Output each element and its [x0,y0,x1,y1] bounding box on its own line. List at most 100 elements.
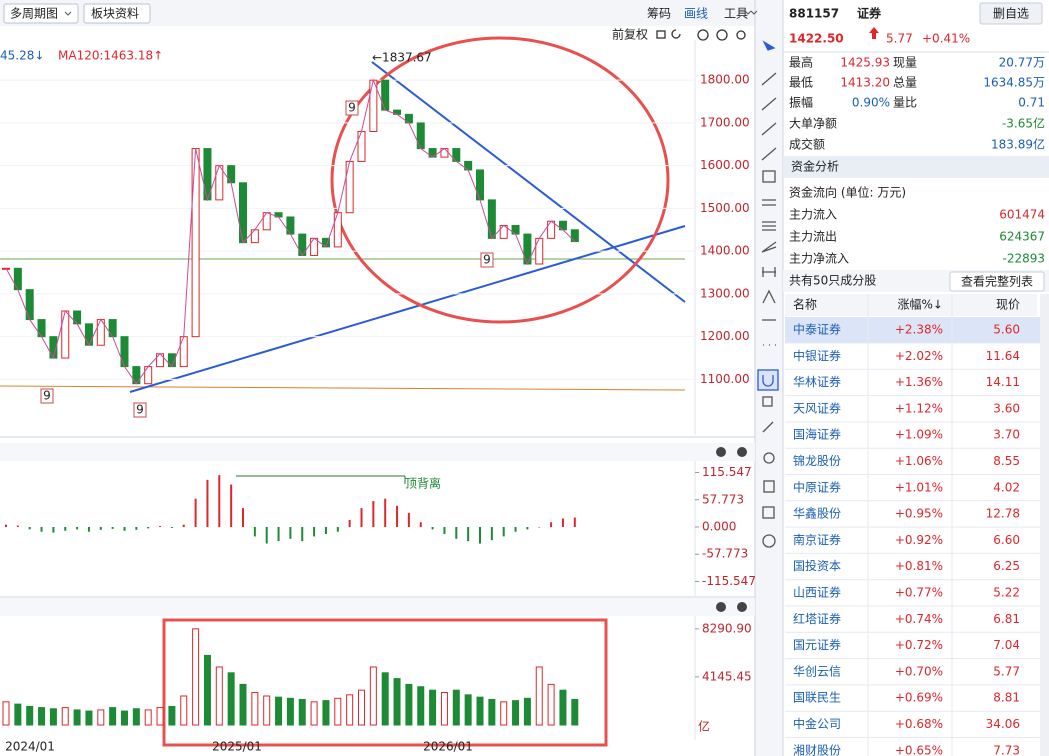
volume-bar [109,707,117,726]
stock-name[interactable]: 华创云信 [793,664,841,678]
close-line [5,78,576,385]
td-box [345,100,359,116]
candle [547,220,556,239]
volume-bar [500,701,508,726]
macd-bar [64,527,67,531]
selected-row[interactable] [785,317,1040,343]
y-tick-label: 0.000 [702,520,736,534]
td-box [40,388,54,404]
turnover-value: 183.89亿 [991,137,1045,152]
candle [179,336,188,368]
stock-name[interactable]: 红塔证券 [793,611,841,626]
stock-name[interactable]: 华林证券 [793,374,841,389]
panel-icons[interactable] [716,447,747,612]
stock-name[interactable]: 南京证券 [793,532,841,547]
y-tick-label: 1600.00 [700,158,750,172]
candle [381,79,390,111]
stock-name[interactable]: 中金公司 [793,716,841,731]
macd-bar [467,527,470,542]
chips-tab[interactable]: 筹码 [647,7,671,21]
stat-label: 量比 [893,96,917,110]
stat-label: 振幅 [789,95,813,110]
macd-bar [16,525,19,527]
macd-bar [443,527,446,535]
stock-name[interactable]: 中银证券 [793,348,841,363]
candle [357,130,366,162]
macd-bar [561,518,564,527]
volume-bar [310,701,318,726]
trend-line [129,225,686,393]
volume-bar [73,709,81,726]
stock-name[interactable]: 天风证券 [793,400,841,415]
y-tick-label: 1500.00 [700,201,750,215]
stock-change: +1.06% [895,454,943,468]
volume-bar [464,694,472,726]
volume-unit: 亿 [698,719,710,734]
volume-bar [452,689,460,726]
sector-button-text[interactable]: 板块资料 [91,7,139,21]
sector-code: 881157 [789,7,839,21]
constituent-count: 共有50只成分股 [789,274,876,288]
macd-bar [135,527,138,530]
section-title: 资金分析 [791,159,839,174]
stock-price: 7.04 [993,638,1020,652]
volume-bar [535,666,543,726]
dropdown-icon[interactable] [64,11,72,16]
macd-bar [194,498,197,527]
full-list-text[interactable]: 查看完整列表 [961,274,1033,289]
table-header [785,294,1037,316]
td-mark: 9 [43,389,51,403]
chart-icons[interactable] [656,29,746,41]
more-icon[interactable] [744,10,758,15]
draw-tools[interactable] [757,40,779,548]
stock-price: 4.02 [993,480,1020,494]
stock-price: 6.81 [993,612,1020,626]
stock-name[interactable]: 国海证券 [793,427,841,442]
stat-label: 总量 [893,76,917,90]
stock-change: +1.36% [895,375,943,389]
adjust-label[interactable]: 前复权 [612,27,648,42]
macd-bar [514,527,517,532]
candle [25,289,34,321]
volume-bar [121,710,128,726]
full-list-button[interactable] [949,271,1045,292]
remove-favorite-text[interactable]: 删自选 [993,7,1029,21]
stock-name[interactable]: 中泰证券 [793,322,841,337]
scrollbar[interactable] [1040,294,1049,756]
candle [416,122,425,150]
stock-name[interactable]: 湘财股份 [793,742,841,756]
stock-price: 12.78 [986,507,1020,521]
period-button-text[interactable]: 多周期图 [10,7,58,21]
volume-bar [227,672,235,726]
ma-line [0,385,686,391]
candle [37,319,46,338]
macd-bar [384,498,387,527]
fund-subtitle: 资金流向 (单位: 万元) [789,185,906,200]
stock-name[interactable]: 山西证券 [793,585,841,600]
volume-bar [512,700,520,726]
stock-name[interactable]: 国元证券 [793,637,841,652]
period-button[interactable] [3,3,79,24]
stock-name[interactable]: 国投资本 [793,558,841,573]
volume-bar [369,666,377,726]
sector-button[interactable] [83,3,151,24]
volume-bar [203,654,211,726]
remove-favorite-button[interactable] [979,2,1043,25]
volume-bar [49,708,57,726]
column-header: 名称 [793,297,817,312]
volume-bar [168,705,176,726]
stock-name[interactable]: 锦龙股份 [793,454,841,468]
volume-bar [85,710,93,726]
stock-change: +2.38% [895,323,943,337]
macd-bar [76,527,79,530]
stock-name[interactable]: 中原证券 [793,479,841,494]
tools-tab[interactable]: 工具 [724,7,748,21]
volume-bar [488,698,496,726]
stock-name[interactable]: 国联民生 [793,691,841,705]
divergence-label: 顶背离 [405,476,441,491]
stock-change: +2.02% [895,349,943,363]
y-tick-label: 4145.45 [702,669,752,683]
draw-tab[interactable]: 画线 [684,7,708,21]
stock-name[interactable]: 华鑫股份 [793,506,841,521]
